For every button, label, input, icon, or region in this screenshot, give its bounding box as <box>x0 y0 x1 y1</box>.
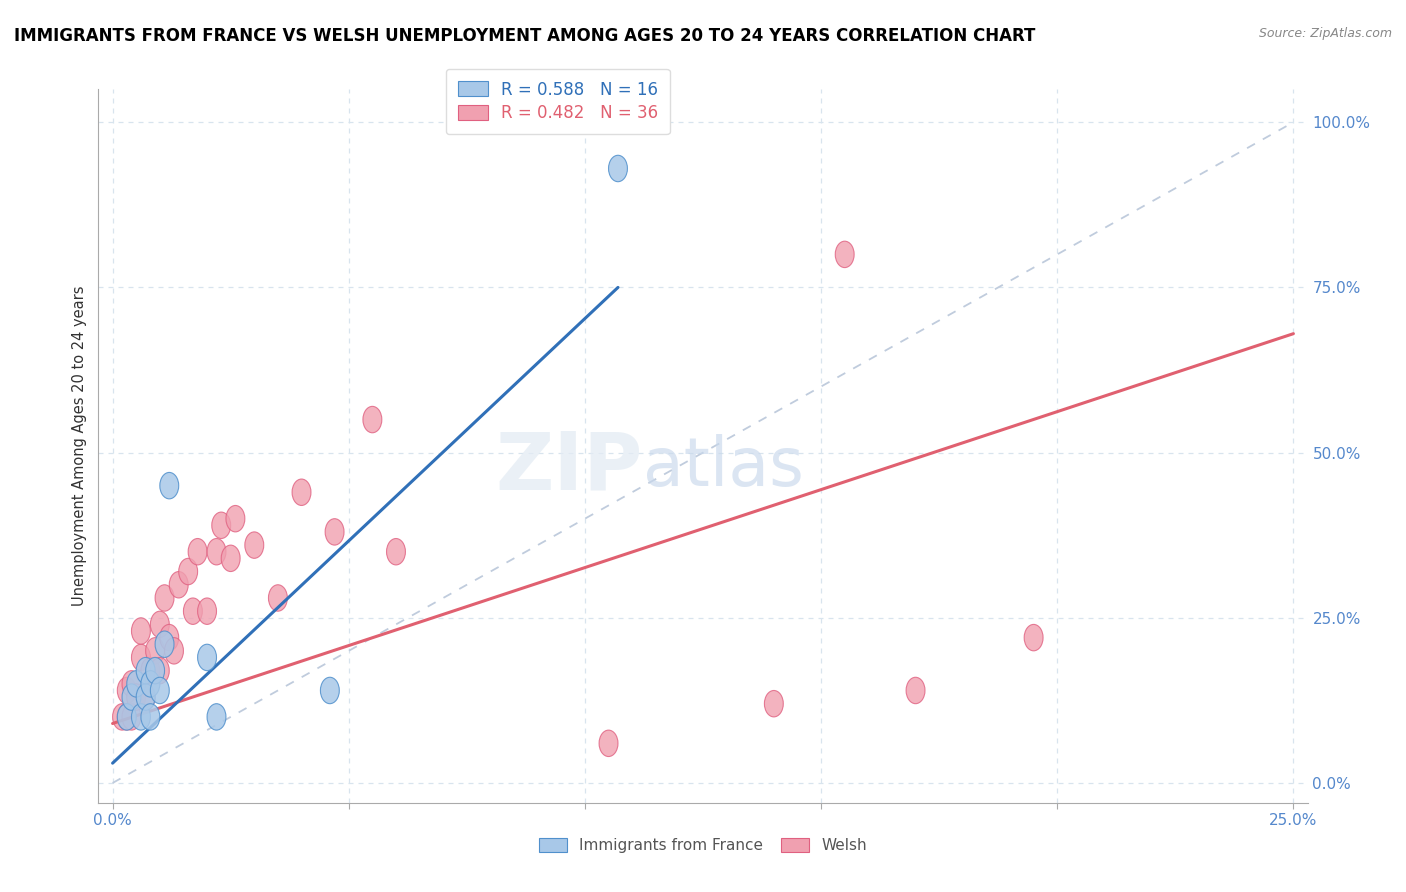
Ellipse shape <box>127 671 146 697</box>
Ellipse shape <box>117 677 136 704</box>
Ellipse shape <box>117 704 136 731</box>
Ellipse shape <box>221 545 240 572</box>
Ellipse shape <box>122 671 141 697</box>
Text: ZIP: ZIP <box>495 428 643 507</box>
Ellipse shape <box>198 598 217 624</box>
Legend: Immigrants from France, Welsh: Immigrants from France, Welsh <box>533 832 873 859</box>
Text: atlas: atlas <box>643 434 803 500</box>
Ellipse shape <box>363 407 382 433</box>
Ellipse shape <box>127 684 146 710</box>
Ellipse shape <box>292 479 311 506</box>
Ellipse shape <box>269 585 287 611</box>
Ellipse shape <box>146 638 165 664</box>
Ellipse shape <box>155 631 174 657</box>
Ellipse shape <box>179 558 198 585</box>
Ellipse shape <box>198 644 217 671</box>
Ellipse shape <box>207 704 226 731</box>
Ellipse shape <box>136 684 155 710</box>
Ellipse shape <box>155 585 174 611</box>
Ellipse shape <box>136 657 155 684</box>
Ellipse shape <box>387 539 405 565</box>
Ellipse shape <box>188 539 207 565</box>
Ellipse shape <box>112 704 132 731</box>
Ellipse shape <box>599 731 619 756</box>
Ellipse shape <box>122 684 141 710</box>
Ellipse shape <box>150 611 169 638</box>
Ellipse shape <box>609 155 627 182</box>
Ellipse shape <box>132 644 150 671</box>
Ellipse shape <box>245 532 264 558</box>
Ellipse shape <box>835 241 855 268</box>
Ellipse shape <box>321 677 339 704</box>
Ellipse shape <box>325 518 344 545</box>
Ellipse shape <box>1024 624 1043 651</box>
Ellipse shape <box>150 677 169 704</box>
Ellipse shape <box>169 572 188 598</box>
Ellipse shape <box>160 624 179 651</box>
Ellipse shape <box>132 704 150 731</box>
Ellipse shape <box>141 671 160 697</box>
Ellipse shape <box>117 704 136 731</box>
Ellipse shape <box>136 684 155 710</box>
Text: IMMIGRANTS FROM FRANCE VS WELSH UNEMPLOYMENT AMONG AGES 20 TO 24 YEARS CORRELATI: IMMIGRANTS FROM FRANCE VS WELSH UNEMPLOY… <box>14 27 1035 45</box>
Ellipse shape <box>132 618 150 644</box>
Ellipse shape <box>141 704 160 731</box>
Ellipse shape <box>146 657 165 684</box>
Ellipse shape <box>212 512 231 539</box>
Ellipse shape <box>141 657 160 684</box>
Ellipse shape <box>165 638 183 664</box>
Ellipse shape <box>207 539 226 565</box>
Ellipse shape <box>226 506 245 532</box>
Ellipse shape <box>905 677 925 704</box>
Y-axis label: Unemployment Among Ages 20 to 24 years: Unemployment Among Ages 20 to 24 years <box>72 285 87 607</box>
Ellipse shape <box>765 690 783 717</box>
Ellipse shape <box>150 657 169 684</box>
Text: Source: ZipAtlas.com: Source: ZipAtlas.com <box>1258 27 1392 40</box>
Ellipse shape <box>183 598 202 624</box>
Ellipse shape <box>122 704 141 731</box>
Ellipse shape <box>160 473 179 499</box>
